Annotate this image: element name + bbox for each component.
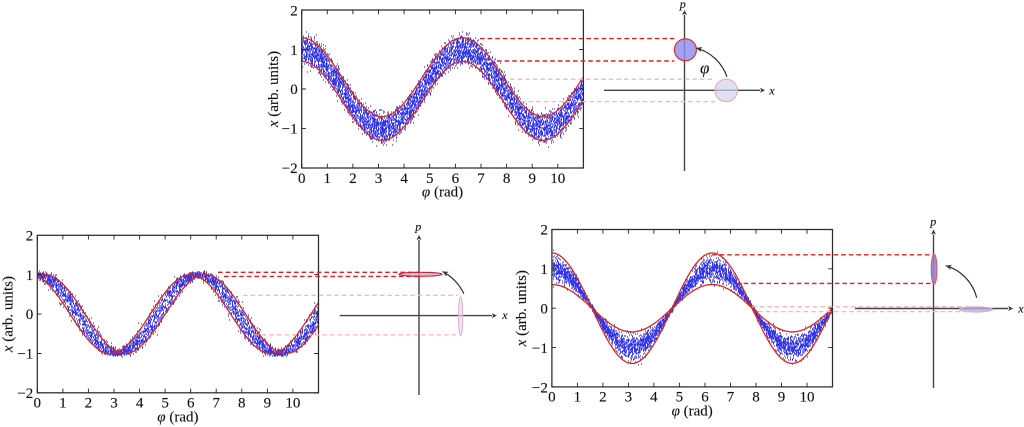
svg-text:7: 7 (212, 396, 220, 412)
svg-text:10: 10 (800, 390, 815, 406)
svg-text:5: 5 (161, 396, 169, 412)
svg-text:x: x (1017, 302, 1024, 316)
svg-text:3: 3 (625, 390, 633, 406)
svg-text:p: p (929, 215, 936, 229)
svg-text:0: 0 (34, 396, 42, 412)
svg-text:9: 9 (778, 390, 786, 406)
svg-text:4: 4 (400, 171, 408, 187)
svg-text:4: 4 (650, 390, 658, 406)
svg-text:−1: −1 (532, 341, 548, 357)
svg-text:1: 1 (290, 43, 298, 59)
svg-text:2: 2 (26, 228, 34, 244)
svg-text:2: 2 (85, 396, 93, 412)
svg-text:φ: φ (700, 59, 709, 78)
svg-text:8: 8 (503, 171, 511, 187)
svg-text:x: x (768, 84, 775, 98)
svg-text:7: 7 (727, 390, 735, 406)
svg-text:−2: −2 (282, 161, 298, 177)
svg-text:0: 0 (298, 171, 306, 187)
svg-text:5: 5 (426, 171, 434, 187)
svg-text:x (arb. units): x (arb. units) (514, 270, 530, 347)
svg-text:8: 8 (752, 390, 760, 406)
svg-text:0: 0 (540, 301, 548, 317)
svg-text:0: 0 (26, 307, 34, 323)
svg-text:φ (rad): φ (rad) (672, 403, 713, 419)
svg-text:φ (rad): φ (rad) (157, 409, 198, 425)
svg-text:10: 10 (550, 171, 565, 187)
svg-text:10: 10 (285, 396, 300, 412)
svg-text:0: 0 (290, 82, 298, 98)
svg-text:5: 5 (676, 390, 684, 406)
svg-text:1: 1 (540, 262, 548, 278)
svg-text:1: 1 (26, 268, 34, 284)
svg-text:6: 6 (187, 396, 195, 412)
svg-text:9: 9 (264, 396, 272, 412)
svg-text:2: 2 (540, 223, 548, 239)
svg-text:2: 2 (349, 171, 357, 187)
svg-text:1: 1 (574, 390, 582, 406)
svg-text:2: 2 (599, 390, 607, 406)
svg-text:x (arb. units): x (arb. units) (0, 276, 16, 353)
svg-text:p: p (414, 220, 421, 234)
svg-text:1: 1 (324, 171, 332, 187)
svg-text:9: 9 (528, 171, 536, 187)
svg-text:−2: −2 (17, 386, 33, 402)
svg-text:φ (rad): φ (rad) (422, 185, 463, 201)
svg-text:2: 2 (290, 3, 298, 19)
svg-text:8: 8 (238, 396, 246, 412)
svg-text:−2: −2 (532, 380, 548, 396)
svg-text:p: p (679, 0, 686, 11)
svg-text:6: 6 (701, 390, 709, 406)
svg-text:−1: −1 (17, 347, 33, 363)
svg-text:7: 7 (477, 171, 485, 187)
svg-text:6: 6 (452, 171, 460, 187)
svg-text:x: x (501, 308, 508, 322)
svg-text:4: 4 (136, 396, 144, 412)
svg-text:x (arb. units): x (arb. units) (266, 51, 282, 128)
svg-text:3: 3 (375, 171, 383, 187)
svg-text:−1: −1 (282, 122, 298, 138)
svg-text:0: 0 (548, 390, 556, 406)
svg-text:3: 3 (110, 396, 118, 412)
svg-text:1: 1 (59, 396, 67, 412)
